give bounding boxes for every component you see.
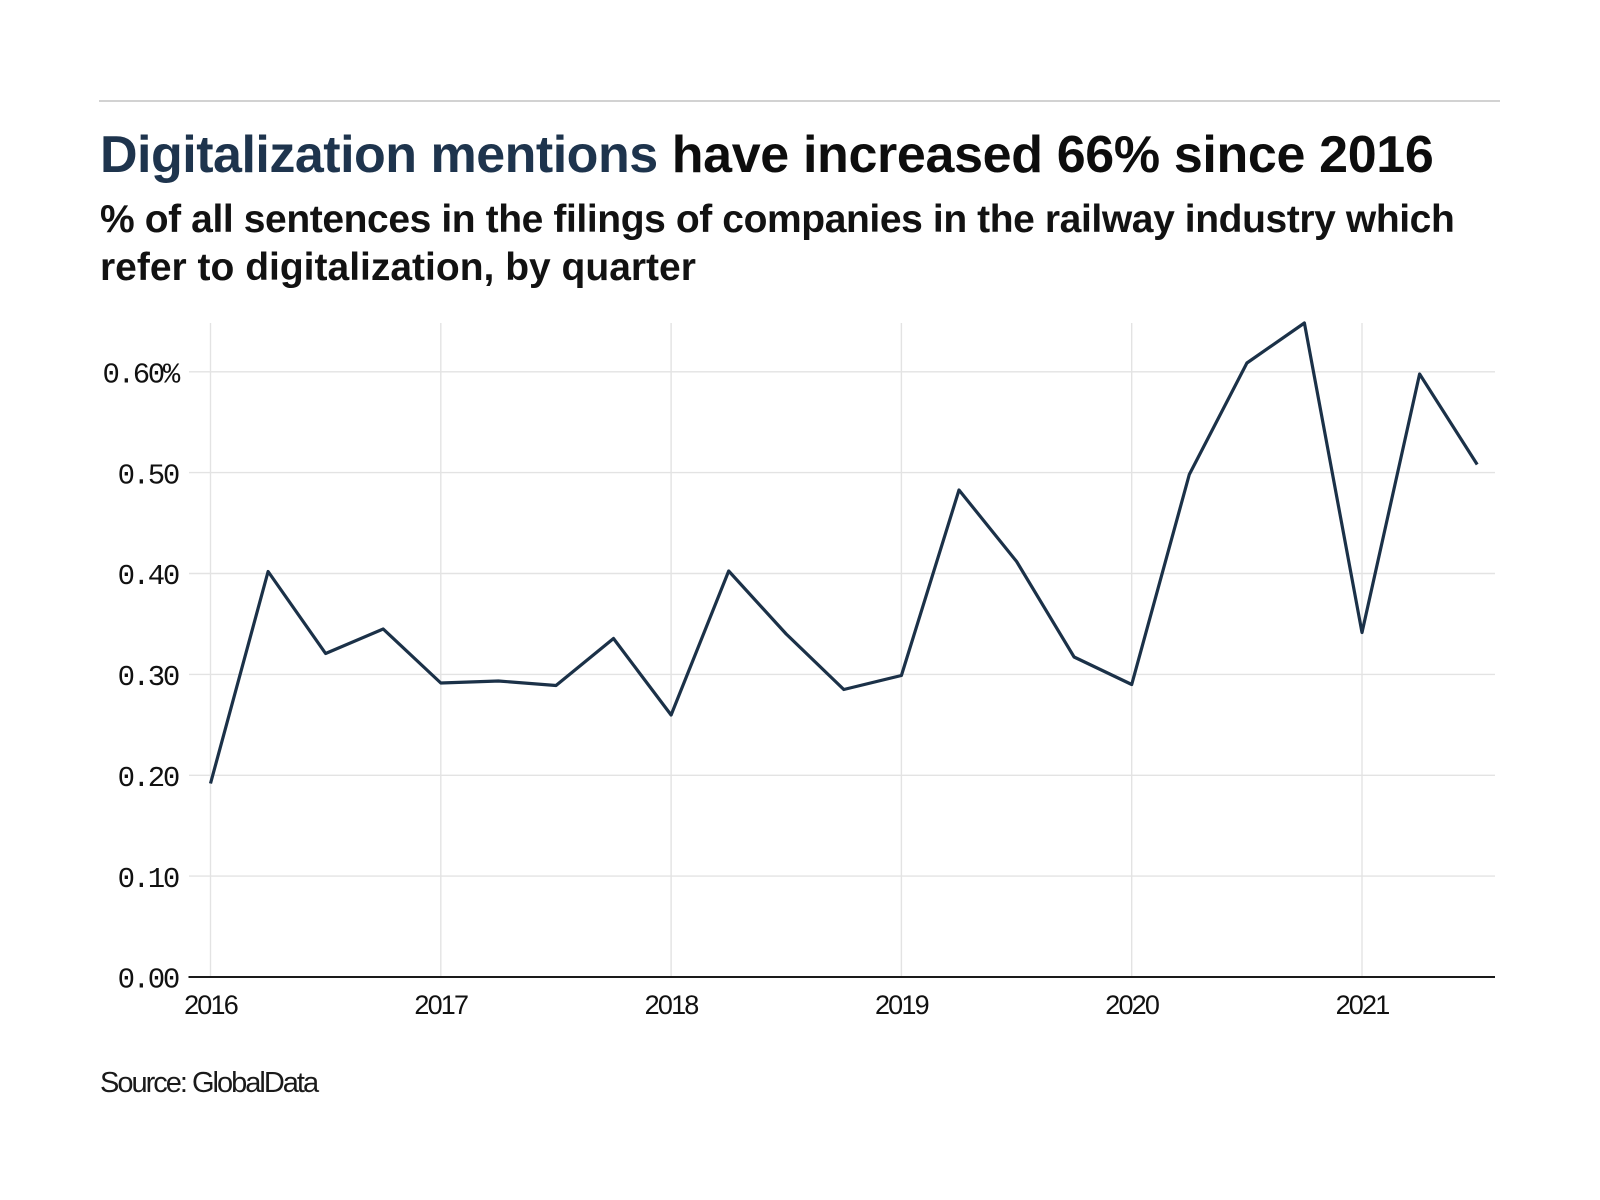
svg-text:0.50: 0.50 [118,459,179,492]
svg-text:0.60%: 0.60% [102,359,180,392]
svg-text:2018: 2018 [645,990,699,1020]
svg-text:2017: 2017 [414,990,468,1020]
svg-text:2020: 2020 [1105,990,1159,1020]
svg-text:0.00: 0.00 [118,964,179,997]
svg-text:0.30: 0.30 [118,661,179,694]
svg-text:2016: 2016 [184,990,238,1020]
svg-text:2021: 2021 [1336,990,1390,1020]
svg-text:0.40: 0.40 [118,560,179,593]
svg-text:0.10: 0.10 [118,863,179,896]
svg-text:2019: 2019 [875,990,929,1020]
svg-text:0.20: 0.20 [118,762,179,795]
